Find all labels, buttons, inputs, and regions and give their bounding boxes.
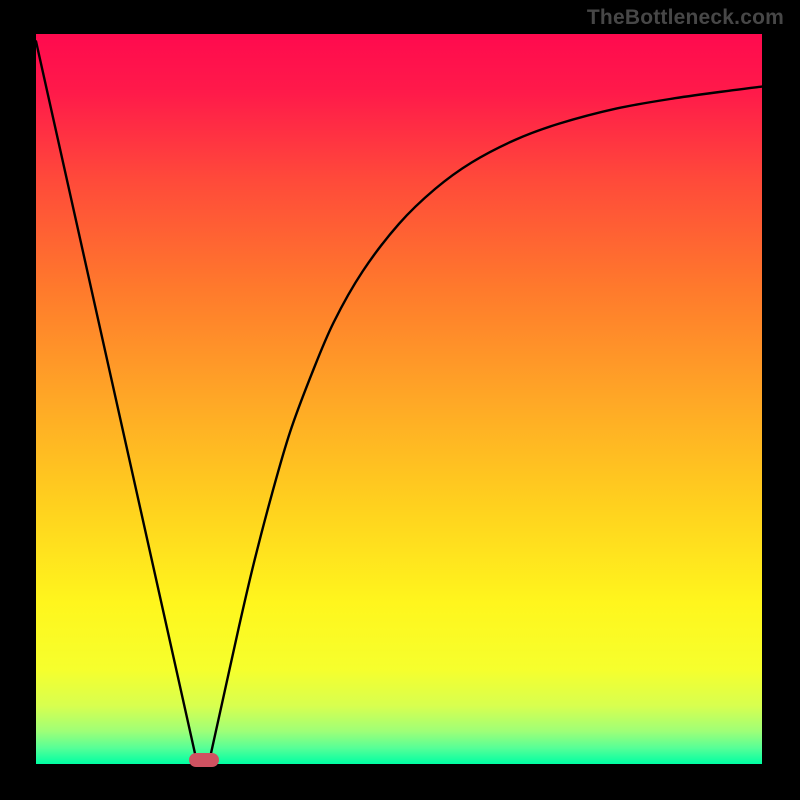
- left-branch-path: [36, 41, 196, 756]
- plot-area: [36, 34, 762, 764]
- bottleneck-marker: [189, 753, 219, 767]
- right-branch-path: [210, 87, 762, 757]
- chart-frame: TheBottleneck.com: [0, 0, 800, 800]
- curve-svg: [36, 34, 762, 764]
- watermark-text: TheBottleneck.com: [587, 6, 784, 30]
